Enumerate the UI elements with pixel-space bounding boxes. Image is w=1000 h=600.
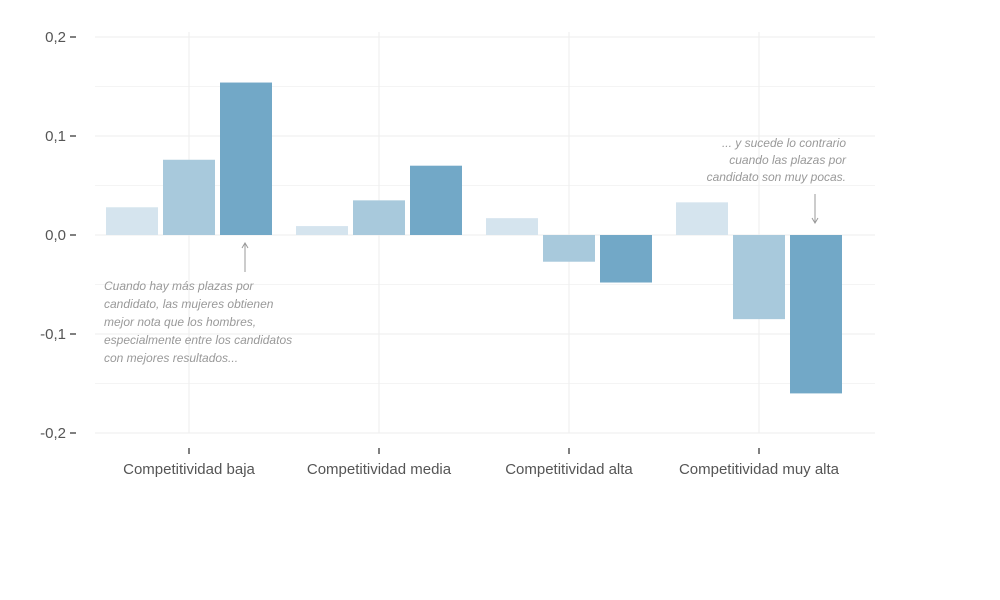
annotation-text-line: con mejores resultados... xyxy=(104,351,238,365)
bar xyxy=(353,200,405,235)
bar xyxy=(543,235,595,262)
bar xyxy=(600,235,652,283)
bar xyxy=(486,218,538,235)
annotation-text-line: mejor nota que los hombres, xyxy=(104,315,256,329)
y-tick-label: 0,0 xyxy=(45,227,66,244)
y-tick-label: 0,2 xyxy=(45,29,66,46)
x-category-label: Competitividad media xyxy=(307,461,452,478)
bar xyxy=(676,202,728,235)
annotation-text-line: especialmente entre los candidatos xyxy=(104,333,292,347)
x-category-label: Competitividad muy alta xyxy=(679,461,840,478)
x-category-label: Competitividad baja xyxy=(123,461,255,478)
annotation-text-line: ... y sucede lo contrario xyxy=(722,136,846,150)
bar xyxy=(106,207,158,235)
annotation-arrowhead xyxy=(811,217,819,224)
annotation-text-line: candidato son muy pocas. xyxy=(707,170,846,184)
bar xyxy=(410,165,462,235)
annotation-layer: Cuando hay más plazas por candidato, las … xyxy=(104,136,847,365)
y-tick-label: -0,1 xyxy=(40,326,66,343)
annotation-text-line: Cuando hay más plazas por xyxy=(104,279,254,293)
bar xyxy=(220,82,272,235)
bars-layer xyxy=(106,82,842,394)
annotation-text-line: cuando las plazas por xyxy=(729,153,847,167)
annotation-text-line: candidato, las mujeres obtienen xyxy=(104,297,274,311)
y-tick-label: -0,2 xyxy=(40,425,66,442)
bar xyxy=(296,226,348,235)
annotation-arrowhead xyxy=(241,242,249,249)
bar xyxy=(163,159,215,235)
axis-layer: 0,2 0,1 0,0 -0,1 -0,2 Competitividad baja Comp… xyxy=(40,29,840,478)
bar xyxy=(733,235,785,320)
bar xyxy=(790,235,842,394)
x-category-label: Competitividad alta xyxy=(505,461,633,478)
y-tick-label: 0,1 xyxy=(45,128,66,145)
